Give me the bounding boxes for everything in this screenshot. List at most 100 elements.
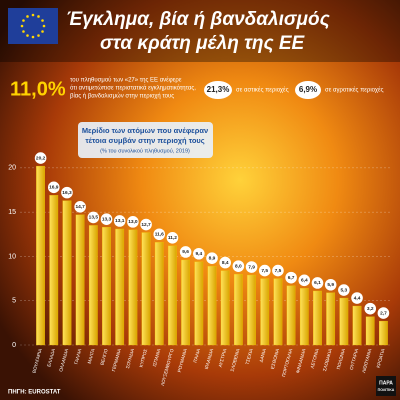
- value-label: 11,2: [168, 235, 177, 241]
- value-label: 8,0: [235, 263, 242, 269]
- rural-text: σε αγροτικές περιοχές: [325, 87, 384, 94]
- value-label: 7,5: [261, 268, 268, 274]
- value-label: 4,4: [354, 295, 361, 301]
- flag-star: [26, 15, 29, 18]
- bar: [115, 228, 125, 346]
- flag-star: [26, 34, 29, 37]
- y-tick-label: 10: [8, 253, 16, 260]
- value-label: 20,2: [36, 155, 46, 161]
- title: στα κράτη μέλη της ΕΕ: [100, 33, 306, 54]
- value-label: 16,3: [62, 190, 72, 196]
- value-label: 8,4: [222, 260, 229, 266]
- value-bubble: [166, 232, 179, 244]
- value-bubble: [153, 228, 166, 241]
- main-text: ότι αντιμετώπισε περιστατικά εγκληματικό…: [70, 85, 196, 92]
- x-tick-label: ΔΑΝΙΑ: [258, 347, 267, 363]
- value-label: 14,7: [75, 204, 85, 210]
- header-band: [0, 0, 400, 62]
- x-tick-label: ΛΕΤΟΝΙΑ: [310, 347, 320, 369]
- value-bubble: [140, 218, 152, 231]
- chart-title-box: [78, 122, 213, 158]
- value-label: 7,5: [275, 268, 282, 274]
- urban-stat: 21,3%: [207, 85, 230, 94]
- logo: ΠΟΛΙΤΙΚΑ: [378, 388, 395, 392]
- flag-star: [42, 24, 46, 28]
- x-tick-label: ΜΑΛΤΑ: [87, 347, 96, 364]
- bar: [273, 278, 283, 346]
- value-label: 12,7: [141, 222, 151, 228]
- flag-star: [31, 35, 35, 39]
- value-label: 13,5: [89, 215, 99, 221]
- x-tick-label: ΟΛΛΑΝΔΙΑ: [58, 347, 69, 372]
- value-bubble: [232, 260, 245, 272]
- value-bubble: [113, 215, 126, 227]
- chart-title: τέτοια συμβάν στην περιοχή τους: [85, 136, 204, 145]
- flag-star: [41, 30, 44, 33]
- main-stat: 11,0%: [10, 78, 66, 100]
- x-tick-label: ΓΕΡΜΑΝΙΑ: [111, 347, 122, 372]
- bar: [286, 285, 296, 346]
- stat-bubble: [204, 81, 232, 99]
- value-bubble: [100, 213, 113, 225]
- x-tick-label: ΙΡΛΑΝΔΙΑ: [204, 347, 214, 369]
- bar: [49, 195, 59, 346]
- bar: [88, 225, 98, 346]
- value-label: 5,3: [341, 287, 348, 293]
- x-tick-label: ΡΟΥΜΑΝΙΑ: [177, 347, 188, 372]
- logo: ΠΑΡΑ: [379, 380, 393, 386]
- bar: [234, 273, 243, 346]
- value-label: 13,3: [102, 216, 112, 222]
- y-tick-label: 0: [12, 342, 16, 349]
- value-bubble: [47, 181, 60, 194]
- value-label: 5,9: [327, 282, 334, 288]
- flag-star: [20, 24, 24, 28]
- value-bubble: [179, 246, 192, 258]
- bar: [313, 290, 322, 346]
- value-label: 8,9: [209, 255, 216, 261]
- value-bubble: [193, 247, 205, 260]
- value-bubble: [219, 256, 231, 269]
- value-bubble: [245, 261, 258, 273]
- value-bubble: [364, 302, 377, 315]
- y-tick-label: 5: [12, 298, 16, 305]
- rural-stat: 6,9%: [299, 85, 317, 94]
- bar: [128, 229, 138, 346]
- value-label: 6,7: [288, 275, 295, 281]
- bar: [194, 261, 204, 346]
- flag-star: [22, 30, 25, 33]
- x-tick-label: ΕΣΘΟΝΙΑ: [270, 347, 280, 369]
- y-tick-label: 15: [8, 209, 16, 216]
- x-tick-label: ΤΣΕΧΙΑ: [245, 347, 254, 365]
- value-label: 7,9: [248, 264, 255, 270]
- value-bubble: [61, 186, 73, 199]
- value-label: 11,6: [155, 232, 164, 238]
- chart-subtitle: (% του συνολικού πληθυσμού, 2019): [100, 147, 190, 154]
- x-tick-label: ΕΛΛΑΔΑ: [46, 347, 56, 367]
- x-tick-label: ΑΥΣΤΡΙΑ: [218, 347, 228, 367]
- value-bubble: [258, 264, 271, 277]
- flag-star: [31, 13, 35, 17]
- x-tick-label: ΣΛΟΒΑΚΙΑ: [322, 347, 333, 371]
- value-bubble: [87, 211, 100, 224]
- bar: [207, 266, 217, 346]
- x-tick-label: ΙΣΠΑΝΙΑ: [152, 347, 162, 367]
- value-label: 2,7: [380, 310, 387, 316]
- value-bubble: [298, 274, 311, 287]
- value-bubble: [127, 216, 139, 228]
- value-label: 9,4: [195, 251, 202, 257]
- value-label: 6,1: [314, 280, 321, 286]
- value-label: 16,9: [49, 185, 59, 191]
- x-tick-label: ΒΟΥΛΓΑΡΙΑ: [31, 347, 43, 373]
- bar: [260, 278, 270, 346]
- bar: [326, 292, 336, 346]
- value-bubble: [272, 264, 284, 277]
- value-bubble: [285, 271, 297, 284]
- main-text: βίας ή βανδαλισμών στην περιοχή τους: [70, 93, 174, 100]
- value-bubble: [377, 307, 390, 319]
- bar: [75, 214, 85, 346]
- bar: [181, 259, 190, 346]
- bar: [168, 245, 177, 346]
- x-tick-label: ΓΑΛΛΙΑ: [73, 347, 82, 364]
- x-tick-label: ΣΟΥΗΔΙΑ: [125, 347, 135, 369]
- bar: [339, 297, 349, 346]
